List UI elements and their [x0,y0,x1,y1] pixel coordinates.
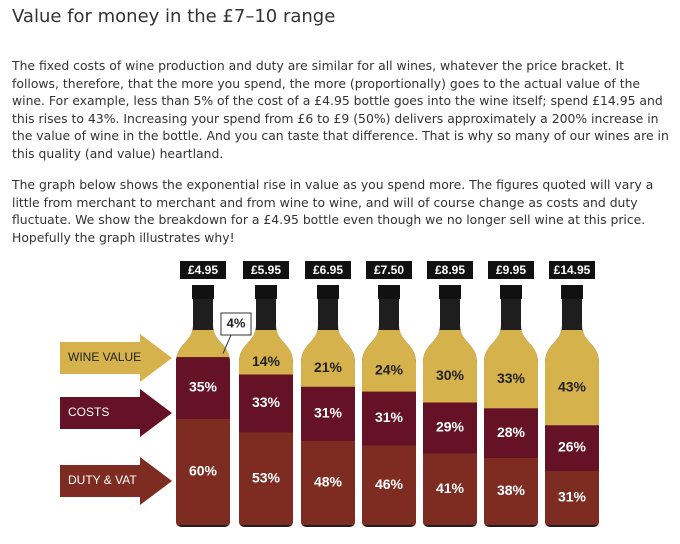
segment [301,441,355,525]
capsule [500,285,522,299]
value-label: 53% [252,469,281,485]
legend-arrow [60,334,172,382]
segment [301,386,355,441]
callout-line [222,334,232,354]
segment [484,457,538,525]
paragraph: The fixed costs of wine production and d… [12,58,669,161]
value-label: 31% [375,409,404,425]
price-label: £8.95 [435,263,465,277]
segment [545,330,599,426]
value-label: 38% [497,482,526,498]
segment [545,425,599,471]
value-label: 4% [227,315,246,330]
capsule [317,285,339,299]
legend-arrow [60,457,172,505]
price-tag [427,261,473,279]
price-tag [180,261,226,279]
segment [484,408,538,458]
price-label: £9.95 [496,263,526,277]
value-label: 60% [189,463,218,479]
segment [239,374,293,433]
capsule [255,285,277,299]
value-label: 26% [558,439,587,455]
callout-box [220,312,252,336]
value-label: 33% [497,370,526,386]
segment [362,391,416,446]
segment [239,432,293,525]
value-label: 31% [314,405,343,421]
value-label: 28% [497,424,526,440]
legend-label: COSTS [68,405,109,419]
price-label: £14.95 [554,263,591,277]
price-tag [243,261,289,279]
price-tag [305,261,351,279]
infographic: DUTY & VAT COSTS WINE VALUE £4.95 60% 35% 4% £5… [60,261,599,527]
price-label: £4.95 [188,263,218,277]
value-label: 33% [252,394,281,410]
price-label: £7.50 [374,263,404,277]
value-label: 24% [375,361,404,377]
legend-label: WINE VALUE [68,350,141,364]
value-label: 48% [314,474,343,490]
capsule [561,285,583,299]
value-label: 35% [189,379,218,395]
price-label: £6.95 [313,263,343,277]
segment [484,330,538,409]
value-label: 46% [375,476,404,492]
segment [176,418,230,525]
value-label: 41% [436,480,465,496]
price-tag [366,261,412,279]
segment [362,445,416,525]
price-tag [488,261,534,279]
value-label: 29% [436,419,465,435]
capsule [378,285,400,299]
segment [423,402,477,454]
capsule [192,285,214,299]
segment [423,453,477,525]
value-label: 21% [314,359,343,375]
value-label: 30% [436,367,465,383]
legend-arrow [60,389,172,437]
paragraph: The graph below shows the exponential ri… [12,177,654,245]
segment [176,357,230,419]
capsule [439,285,461,299]
value-label: 43% [558,378,587,394]
legend-label: DUTY & VAT [68,473,137,487]
segment [545,470,599,525]
value-label: 14% [252,353,281,369]
value-label: 31% [558,489,587,505]
price-tag [549,261,595,279]
title: Value for money in the £7–10 range [12,6,336,27]
price-label: £5.95 [251,263,281,277]
